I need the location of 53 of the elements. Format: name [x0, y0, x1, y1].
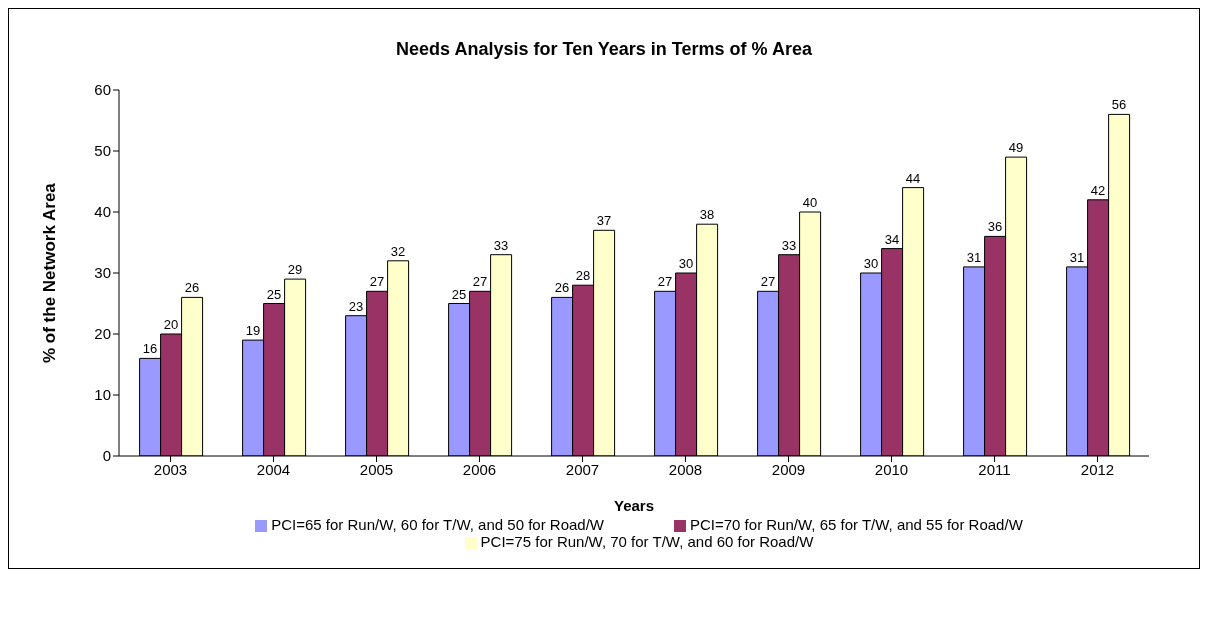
data-label: 31 [1069, 249, 1085, 265]
data-label: 37 [596, 213, 612, 229]
x-tick-label: 2010 [874, 460, 909, 478]
data-label: 33 [493, 237, 509, 253]
data-label: 44 [905, 170, 921, 186]
data-label: 16 [142, 341, 158, 357]
data-label: 25 [266, 286, 282, 302]
x-tick-label: 2005 [359, 460, 394, 478]
data-label: 49 [1008, 140, 1024, 156]
chart-title: Needs Analysis for Ten Years in Terms of % Area [395, 39, 813, 60]
x-tick-label: 2006 [462, 460, 497, 478]
data-label: 33 [781, 237, 797, 253]
x-axis-title: Years [613, 497, 655, 514]
data-label: 29 [287, 262, 303, 278]
data-label: 23 [348, 298, 364, 314]
data-label: 26 [554, 280, 570, 296]
x-tick-label: 2012 [1080, 460, 1115, 478]
data-label: 27 [472, 274, 488, 290]
y-tick-label: 40 [94, 203, 111, 221]
y-tick-label: 0 [102, 447, 111, 465]
data-label: 31 [966, 249, 982, 265]
data-label: 36 [987, 219, 1003, 235]
data-label: 27 [760, 274, 776, 290]
y-tick-label: 30 [94, 264, 111, 282]
data-label: 27 [657, 274, 673, 290]
legend-label: PCI=65 for Run/W, 60 for T/W, and 50 for Road/W [271, 516, 604, 533]
data-label: 34 [884, 231, 900, 247]
x-tick-label: 2009 [771, 460, 806, 478]
data-label: 42 [1090, 182, 1106, 198]
x-tick-label: 2003 [153, 460, 188, 478]
data-label: 30 [863, 256, 879, 271]
data-label: 25 [451, 286, 467, 302]
data-label: 30 [678, 256, 694, 271]
x-tick-label: 2008 [668, 460, 703, 478]
data-label: 56 [1111, 97, 1127, 113]
data-label: 40 [802, 195, 818, 210]
legend-label: PCI=75 for Run/W, 70 for T/W, and 60 for Road/W [480, 533, 814, 550]
y-tick-label: 10 [94, 386, 111, 404]
y-tick-label: 20 [94, 325, 111, 343]
x-tick-label: 2011 [978, 460, 1011, 478]
y-tick-label: 60 [94, 81, 111, 99]
data-label: 20 [163, 317, 179, 332]
y-tick-label: 50 [94, 142, 111, 160]
data-label: 19 [245, 323, 261, 339]
data-label: 28 [575, 268, 591, 284]
y-axis-title: % of the Network Area [40, 182, 60, 363]
x-tick-label: 2004 [256, 460, 291, 478]
legend-label: PCI=70 for Run/W, 65 for T/W, and 55 for Road/W [690, 516, 1023, 533]
x-tick-label: 2007 [565, 460, 600, 478]
data-label: 32 [390, 243, 406, 259]
data-label: 27 [369, 274, 385, 290]
data-label: 26 [184, 280, 200, 296]
data-label: 38 [699, 207, 715, 223]
